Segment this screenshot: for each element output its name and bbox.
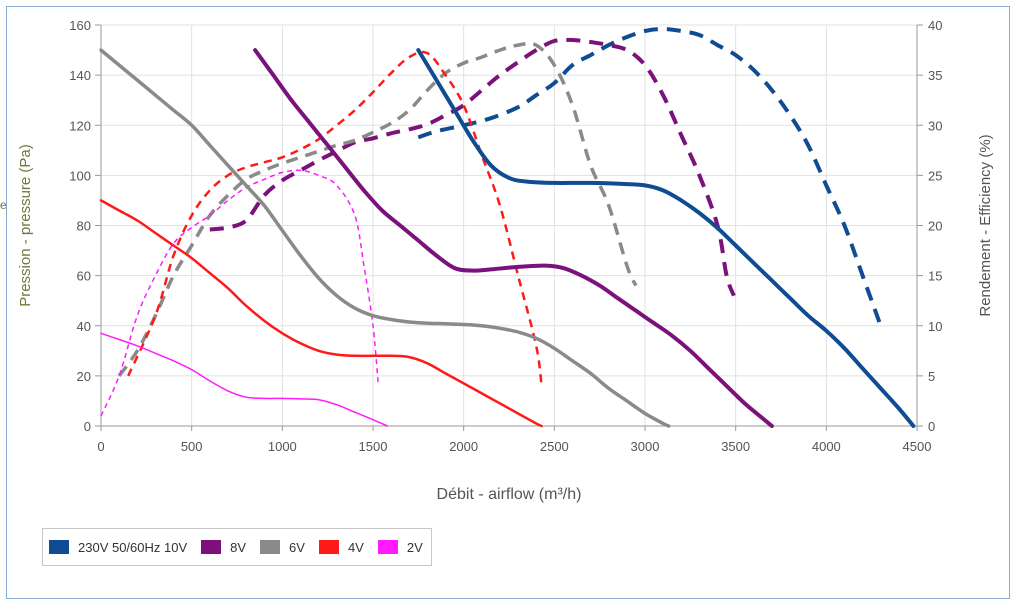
x-tick-label: 1000 [268, 439, 297, 454]
y-right-tick-label: 10 [928, 319, 942, 334]
y-right-tick-label: 40 [928, 18, 942, 33]
x-axis-title: Débit - airflow (m³/h) [437, 486, 582, 503]
y-left-tick-label: 20 [77, 369, 91, 384]
y-left-axis-title: Pression - pressure (Pa) [17, 144, 34, 307]
y-left-tick-label: 80 [77, 219, 91, 234]
x-tick-label: 1500 [359, 439, 388, 454]
y-right-tick-label: 0 [928, 419, 935, 434]
legend-label: 4V [347, 539, 364, 555]
pressure-line-230v-50-60hz-10v [416, 48, 916, 428]
x-tick-label: 4500 [903, 439, 932, 454]
legend-label: 2V [406, 539, 423, 555]
y-right-tick-label: 35 [928, 68, 942, 83]
legend-item-2v: 2V [377, 539, 423, 555]
y-left-tick-label: 0 [84, 419, 91, 434]
legend-label: 8V [230, 539, 247, 555]
x-tick-label: 3000 [631, 439, 660, 454]
x-tick-label: 3500 [721, 439, 750, 454]
y-left-tick-label: 160 [69, 18, 91, 33]
pressure-line-2v [100, 332, 389, 427]
legend-item-4v: 4V [318, 539, 364, 555]
legend-item-230v-50-60hz-10v: 230V 50/60Hz 10V [49, 540, 187, 555]
x-tick-label: 0 [97, 439, 104, 454]
pressure-line-6v [99, 48, 671, 428]
pressure-line-8v [253, 48, 774, 428]
legend-item-6v: 6V [260, 540, 305, 555]
chart-frame: 0 20 40 60 80 100 120 140 160 0 5 10 15 20 25 30 35 40 0 50… [6, 6, 1010, 599]
y-right-axis-title: Rendement - Efficiency (%) [977, 134, 994, 316]
y-left-tick-label: 100 [69, 168, 91, 183]
legend-swatch [377, 540, 398, 554]
y-left-tick-label: 60 [77, 269, 91, 284]
x-tick-label: 2500 [540, 439, 569, 454]
legend-label: 6V [289, 539, 305, 555]
y-right-tick-label: 30 [928, 118, 942, 133]
legend-swatch [318, 540, 339, 554]
chart-plot: 0 20 40 60 80 100 120 140 160 0 5 10 15 20 25 30 35 40 0 50… [17, 18, 994, 503]
legend-swatch [201, 540, 222, 554]
legend-label: 230V 50/60Hz 10V [78, 539, 188, 555]
legend-swatch [260, 540, 281, 554]
x-tick-label: 2000 [449, 439, 478, 454]
y-right-tick-label: 5 [928, 369, 935, 384]
y-left-tick-label: 120 [69, 118, 91, 133]
legend-swatch [49, 540, 69, 554]
efficiency-line-230v-50-60hz-10v [417, 27, 883, 327]
y-right-tick-label: 20 [928, 219, 942, 234]
y-left-tick-label: 40 [77, 319, 91, 334]
chart-legend: 230V 50/60Hz 10V 8V 6V 4V 2V [42, 528, 432, 566]
efficiency-line-4v [127, 50, 543, 387]
clipped-label-fragment: e [0, 198, 7, 212]
y-right-tick-label: 25 [928, 168, 942, 183]
y-left-tick-label: 140 [69, 68, 91, 83]
y-right-tick-label: 15 [928, 269, 942, 284]
x-tick-label: 4000 [812, 439, 841, 454]
legend-item-8v: 8V [201, 540, 246, 555]
x-tick-label: 500 [181, 439, 203, 454]
efficiency-line-8v [209, 37, 736, 297]
efficiency-line-6v [117, 41, 638, 377]
efficiency-line-2v [100, 169, 380, 417]
pressure-line-4v [99, 199, 543, 428]
